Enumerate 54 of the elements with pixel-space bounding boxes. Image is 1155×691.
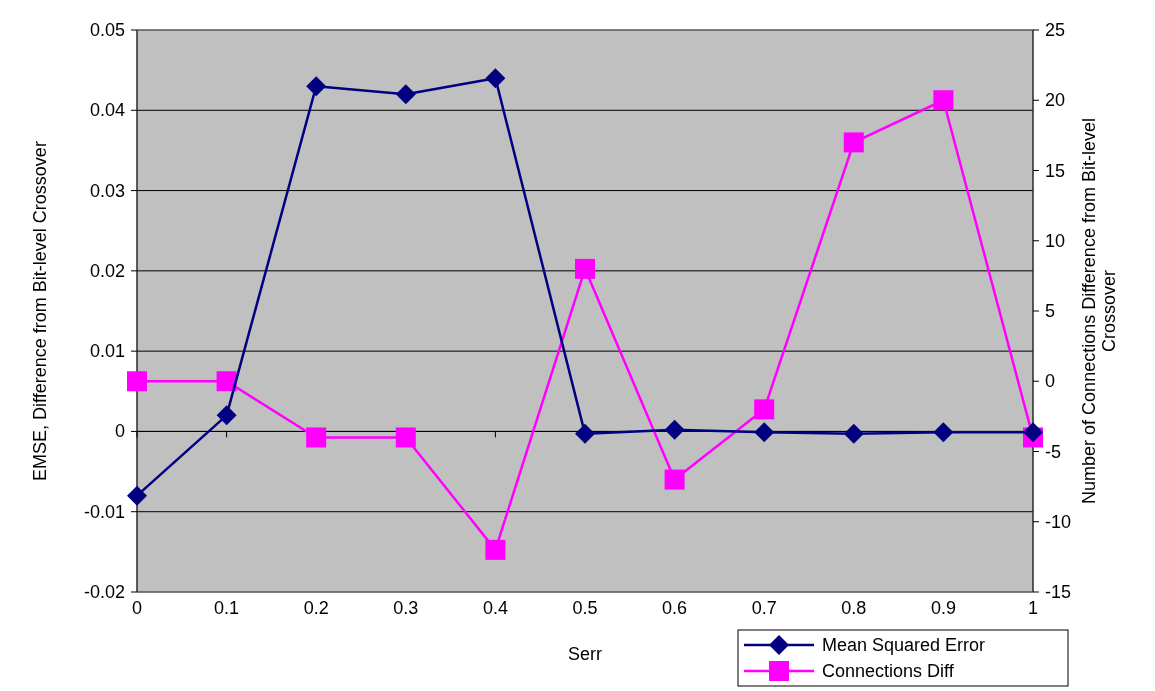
y2-tick-label: -15 <box>1045 582 1072 602</box>
y-tick-label: 0.01 <box>89 341 125 362</box>
point <box>933 90 954 111</box>
point <box>664 419 685 440</box>
x-tick-label: 0.5 <box>572 598 598 618</box>
point <box>127 371 147 392</box>
point <box>127 485 147 506</box>
y-tick-label: -0.01 <box>83 501 125 522</box>
point <box>933 422 954 443</box>
x-tick-label: 0.6 <box>662 598 688 618</box>
y2-tick-label: 15 <box>1045 160 1066 181</box>
y2-tick-label: -10 <box>1045 511 1072 532</box>
y-tick-label: -0.02 <box>83 582 125 602</box>
x-tick-label: 1 <box>1027 598 1039 618</box>
y2-tick-label: 20 <box>1045 90 1066 111</box>
point <box>216 371 237 392</box>
point <box>1023 422 1043 443</box>
point <box>843 132 864 153</box>
x-tick-label: 0 <box>131 598 143 618</box>
point <box>395 427 416 448</box>
y2-tick-label: 25 <box>1045 20 1066 40</box>
legend-label: Connections Diff <box>822 661 955 681</box>
x-tick-label: 0.9 <box>930 598 956 618</box>
x-tick-label: 0.2 <box>303 598 329 618</box>
point <box>754 422 775 443</box>
y2-tick-label: 10 <box>1045 230 1066 251</box>
y2-tick-label: -5 <box>1045 441 1062 462</box>
y-tick-label: 0.03 <box>89 180 125 201</box>
y-tick-label: 0.05 <box>89 20 125 40</box>
y2-tick-label: 0 <box>1045 371 1056 392</box>
point <box>306 76 327 97</box>
point <box>575 423 595 444</box>
x-tick-label: 0.1 <box>214 598 240 618</box>
point <box>664 469 685 490</box>
x-tick-label: 0.8 <box>841 598 867 618</box>
legend-label: Mean Squared Error <box>822 635 986 655</box>
x-tick-label: 0.4 <box>482 598 508 618</box>
point <box>485 68 506 89</box>
x-axis-title: Serr <box>567 644 603 664</box>
point <box>575 258 595 279</box>
point <box>754 399 775 420</box>
y-axis-title: EMSE, Difference from Bit-level Crossover <box>30 141 50 481</box>
y2-tick-label: 5 <box>1045 301 1056 321</box>
x-tick-label: 0.3 <box>393 598 419 618</box>
y-tick-label: 0.04 <box>89 100 125 121</box>
point <box>485 539 506 560</box>
y-tick-label: 0.02 <box>89 260 125 281</box>
point <box>216 405 237 426</box>
point <box>395 84 416 105</box>
x-tick-label: 0.7 <box>751 598 777 618</box>
point <box>306 427 327 448</box>
point <box>843 423 864 444</box>
y-tick-label: 0 <box>114 421 125 442</box>
y2-axis-title: Number of Connections Difference from Bit-level Crossover <box>1079 118 1119 504</box>
